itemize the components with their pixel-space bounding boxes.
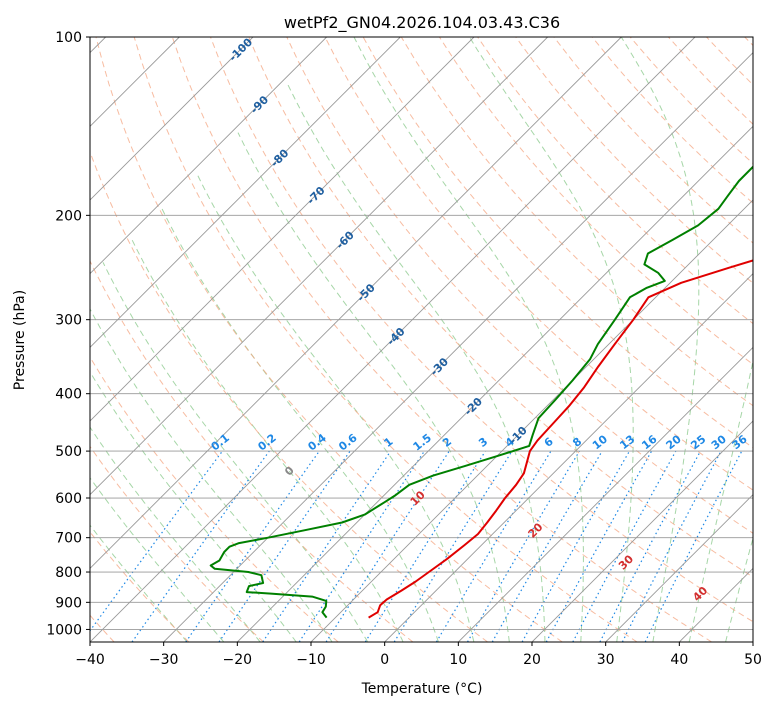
dry-adiabat-line [171,37,712,642]
x-tick-label: −10 [296,652,326,668]
plot-frame [89,36,754,643]
moist-adiabat-line [90,308,333,642]
dry-adiabat-line [248,37,753,578]
dry-adiabat-line [90,445,264,642]
y-tick-label: 300 [55,313,82,329]
isotherm-grid-line [163,52,753,642]
isotherm-grid-line [310,199,753,642]
isotherm-grid-line [90,37,475,422]
x-tick-label: 10 [449,652,467,668]
moist-adiabat-line [353,37,584,642]
chart-title: wetPf2_GN04.2026.104.03.43.C36 [284,13,560,33]
moist-adiabat-line [725,536,753,642]
dry-adiabats [90,37,753,642]
dry-adiabat-line [95,37,563,642]
y-tick-label: 700 [55,531,82,547]
y-tick-label: 900 [55,595,82,611]
moist-adiabat-line [90,524,188,642]
x-axis-label: Temperature (°C) [361,681,483,697]
x-axis-ticks: −40 −30 −20 −10 0 10 20 30 40 50 [75,642,762,668]
x-tick-label: 20 [523,652,541,668]
isotherm-grid-line [458,346,753,642]
isotherm-grid-line [90,37,401,348]
dewpoint-profile-line [209,165,753,619]
mixing-ratio-line [185,450,320,642]
moist-adiabat-line [90,476,225,642]
isotherm-grid-line [384,273,753,642]
moist-adiabat-line [688,358,753,642]
grid-lines [90,37,753,642]
mixing-ratio-line [435,450,552,642]
dry-adiabat-line [515,37,753,284]
y-tick-label: 1000 [46,622,82,638]
y-axis-ticks: 100 200 300 400 500 600 700 800 900 1000 [46,30,90,638]
dry-adiabat-line [90,259,414,642]
x-tick-label: −30 [149,652,179,668]
y-tick-label: 500 [55,444,82,460]
dry-adiabat-line [133,37,638,642]
moist-adiabat-line [90,426,261,642]
y-tick-label: 800 [55,565,82,581]
y-axis-label: Pressure (hPa) [12,290,28,390]
mixing-ratio-line [262,450,392,642]
moist-adiabat-line [196,173,475,642]
temperature-profile-line [368,259,753,619]
mixing-ratio-line [466,450,580,642]
dry-adiabat-line [324,37,753,491]
y-tick-label: 400 [55,387,82,403]
isotherm-grid-line [90,37,696,642]
mixing-ratio-line [599,450,702,642]
moist-adiabat-line [620,37,700,642]
isotherm-grid-line [237,125,753,642]
mixing-ratio-line [364,450,486,642]
x-tick-label: 40 [670,652,688,668]
dry-adiabat-line [210,37,753,623]
isotherm-grid-line [90,37,254,201]
x-tick-label: −40 [75,652,105,668]
x-tick-label: 30 [597,652,615,668]
y-tick-label: 100 [55,30,82,46]
isotherm-grid-line [605,494,753,642]
isotherm-grid-line [90,37,548,496]
mixing-ratio-line [218,450,351,642]
moist-adiabat-line [131,239,404,642]
y-tick-label: 600 [55,491,82,507]
isotherm-grid-line [531,420,753,642]
mixing-ratio-line [325,450,450,642]
y-tick-label: 200 [55,208,82,224]
isotherm-grid-line [90,37,327,275]
x-tick-label: 50 [744,652,762,668]
moist-adiabat-line [287,83,546,642]
data-series [209,165,753,619]
x-tick-label: −20 [223,652,253,668]
mixing-ratio-line [572,450,677,642]
isotherm-grid-line [90,37,622,569]
dry-adiabat-line [286,37,753,534]
x-tick-label: 0 [380,652,389,668]
